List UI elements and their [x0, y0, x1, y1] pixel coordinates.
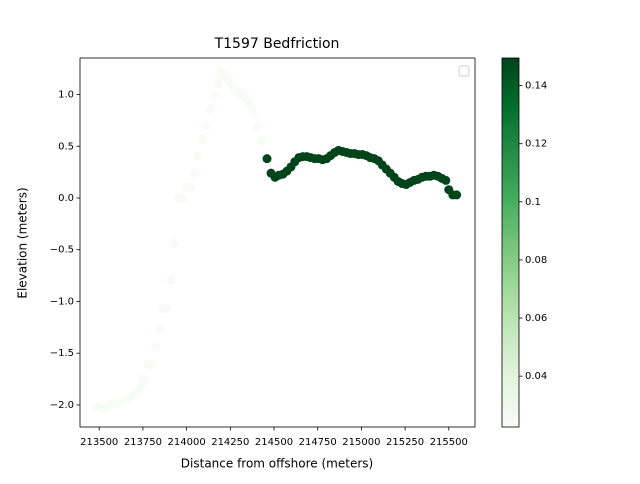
point — [205, 104, 215, 114]
colorbar-tick-label: 0.04 — [525, 371, 547, 382]
legend — [458, 65, 470, 77]
point — [162, 304, 172, 314]
x-tick-label: 215500 — [430, 437, 468, 448]
point — [178, 193, 188, 203]
point — [244, 99, 254, 109]
point — [136, 381, 146, 391]
colorbar-tick-label: 0.1 — [525, 197, 541, 208]
point — [441, 175, 451, 185]
x-axis-label: Distance from offshore (meters) — [181, 457, 373, 471]
colorbar-tick-label: 0.08 — [525, 255, 547, 266]
point — [139, 374, 149, 384]
y-tick-label: 0.5 — [58, 141, 74, 152]
point — [262, 154, 272, 164]
x-tick-label: 214750 — [299, 437, 337, 448]
x-tick-label: 214000 — [168, 437, 206, 448]
point — [170, 239, 180, 249]
point — [166, 276, 176, 286]
chart-title: T1597 Bedfriction — [214, 36, 340, 52]
point — [189, 169, 199, 179]
x-tick-label: 214500 — [255, 437, 293, 448]
plot-frame — [79, 57, 476, 428]
y-tick-label: 1.0 — [58, 90, 74, 101]
x-tick-label: 214250 — [211, 437, 249, 448]
colorbar — [501, 57, 520, 428]
colorbar-tick-label: 0.06 — [525, 313, 547, 324]
point — [147, 360, 157, 370]
point — [252, 122, 262, 132]
x-tick-label: 213500 — [80, 437, 118, 448]
point — [198, 134, 208, 144]
point — [194, 151, 203, 161]
y-axis-label: Elevation (meters) — [16, 187, 30, 298]
y-tick-label: 0.0 — [58, 193, 74, 204]
point — [248, 108, 258, 118]
point — [155, 324, 165, 334]
y-tick-label: −1.0 — [50, 296, 74, 307]
y-tick-label: −2.0 — [50, 400, 74, 411]
y-tick-label: −1.5 — [50, 348, 74, 359]
colorbar-tick-label: 0.14 — [525, 81, 547, 92]
point — [186, 183, 196, 193]
colorbar-tick-label: 0.12 — [525, 139, 547, 150]
y-tick-label: −0.5 — [50, 245, 74, 256]
point — [257, 136, 267, 146]
point — [212, 78, 222, 88]
x-tick-label: 215000 — [342, 437, 380, 448]
point — [452, 190, 462, 200]
point — [209, 91, 219, 101]
point — [202, 121, 212, 131]
x-tick-label: 213750 — [124, 437, 162, 448]
point — [151, 342, 161, 352]
x-tick-label: 215250 — [386, 437, 424, 448]
